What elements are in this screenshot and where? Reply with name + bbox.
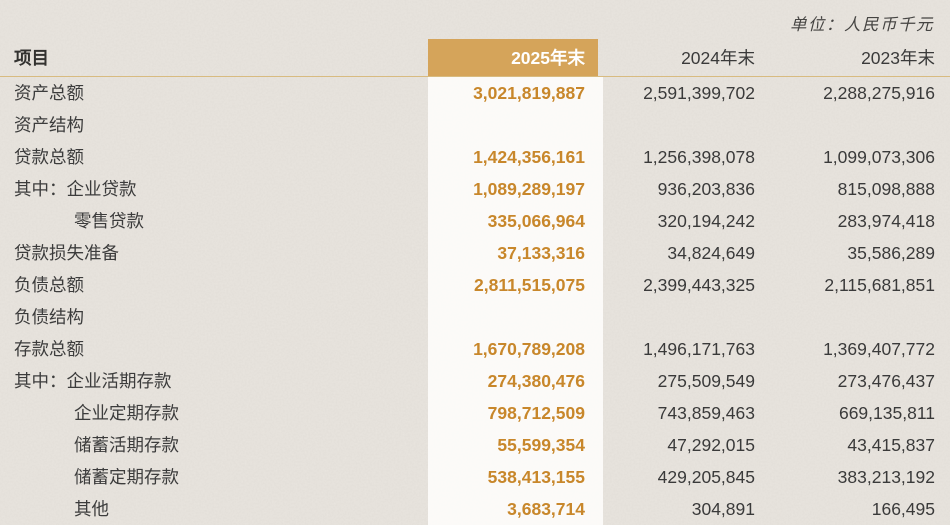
table-row: 其中：企业贷款 1,089,289,197 936,203,836 815,09…	[0, 173, 950, 205]
cell-2024	[603, 109, 770, 141]
cell-2024	[603, 301, 770, 333]
cell-2023: 815,098,888	[837, 179, 935, 199]
cell-2025: 37,133,316	[428, 237, 603, 269]
cell-2025: 2,811,515,075	[428, 269, 603, 301]
cell-2023: 2,115,681,851	[824, 275, 935, 295]
cell-2025	[428, 109, 603, 141]
table-row: 储蓄定期存款 538,413,155 429,205,845 383,213,1…	[0, 461, 950, 493]
row-label: 其他	[74, 499, 109, 519]
cell-2025: 3,683,714	[428, 493, 603, 525]
column-header-2025: 2025年末	[428, 39, 598, 76]
row-label: 零售贷款	[74, 211, 144, 231]
financial-table: 项目 2025年末 2024年末 2023年末 资产总额 3,021,819,8…	[0, 39, 950, 525]
cell-2025: 538,413,155	[428, 461, 603, 493]
cell-2024: 34,824,649	[667, 243, 755, 263]
cell-2025: 1,670,789,208	[428, 333, 603, 365]
table-row: 存款总额 1,670,789,208 1,496,171,763 1,369,4…	[0, 333, 950, 365]
cell-2023: 283,974,418	[837, 211, 935, 231]
cell-2023: 273,476,437	[837, 371, 935, 391]
cell-2024: 429,205,845	[657, 467, 755, 487]
cell-2024: 275,509,549	[657, 371, 755, 391]
cell-2025: 3,021,819,887	[428, 77, 603, 109]
cell-2024: 1,256,398,078	[643, 147, 755, 167]
row-label: 其中：企业活期存款	[14, 371, 172, 391]
cell-2025: 1,424,356,161	[428, 141, 603, 173]
table-row: 其他 3,683,714 304,891 166,495	[0, 493, 950, 525]
unit-note: 单位：人民币千元	[790, 16, 934, 34]
column-header-item: 项目	[14, 48, 49, 68]
cell-2024: 304,891	[691, 499, 755, 519]
cell-2023: 35,586,289	[847, 243, 935, 263]
cell-2025: 55,599,354	[428, 429, 603, 461]
table-header-row: 项目 2025年末 2024年末 2023年末	[0, 39, 950, 77]
cell-2023: 669,135,811	[838, 403, 935, 423]
cell-2023: 166,495	[871, 499, 935, 519]
cell-2023: 43,415,837	[847, 435, 935, 455]
row-label: 其中：企业贷款	[14, 179, 137, 199]
table-row: 贷款总额 1,424,356,161 1,256,398,078 1,099,0…	[0, 141, 950, 173]
table-row: 储蓄活期存款 55,599,354 47,292,015 43,415,837	[0, 429, 950, 461]
cell-2023: 383,213,192	[837, 467, 935, 487]
table-row: 资产总额 3,021,819,887 2,591,399,702 2,288,2…	[0, 77, 950, 109]
table-row: 负债结构	[0, 301, 950, 333]
cell-2024: 743,859,463	[657, 403, 755, 423]
cell-2025: 274,380,476	[428, 365, 603, 397]
cell-2024: 936,203,836	[657, 179, 755, 199]
row-label: 储蓄活期存款	[74, 435, 179, 455]
cell-2025: 798,712,509	[428, 397, 603, 429]
cell-2024: 2,399,443,325	[643, 275, 755, 295]
table-row: 贷款损失准备 37,133,316 34,824,649 35,586,289	[0, 237, 950, 269]
cell-2023: 1,369,407,772	[823, 339, 935, 359]
cell-2025: 1,089,289,197	[428, 173, 603, 205]
table-row: 企业定期存款 798,712,509 743,859,463 669,135,8…	[0, 397, 950, 429]
row-label: 企业定期存款	[74, 403, 179, 423]
table-row: 其中：企业活期存款 274,380,476 275,509,549 273,47…	[0, 365, 950, 397]
row-label: 资产总额	[14, 83, 84, 103]
column-header-2024: 2024年末	[681, 48, 755, 68]
row-label: 负债总额	[14, 275, 84, 295]
row-label: 贷款总额	[14, 147, 84, 167]
row-label: 资产结构	[14, 115, 84, 135]
row-label: 存款总额	[14, 339, 84, 359]
cell-2023: 1,099,073,306	[823, 147, 935, 167]
cell-2024: 47,292,015	[667, 435, 755, 455]
row-label: 储蓄定期存款	[74, 467, 179, 487]
cell-2025	[428, 301, 603, 333]
cell-2024: 1,496,171,763	[643, 339, 755, 359]
column-header-2023: 2023年末	[861, 48, 935, 68]
cell-2023: 2,288,275,916	[823, 83, 935, 103]
table-body: 资产总额 3,021,819,887 2,591,399,702 2,288,2…	[0, 77, 950, 525]
cell-2024: 320,194,242	[657, 211, 755, 231]
cell-2023	[770, 301, 950, 333]
row-label: 贷款损失准备	[14, 243, 119, 263]
cell-2023	[770, 109, 950, 141]
table-row: 负债总额 2,811,515,075 2,399,443,325 2,115,6…	[0, 269, 950, 301]
table-row: 资产结构	[0, 109, 950, 141]
row-label: 负债结构	[14, 307, 84, 327]
cell-2025: 335,066,964	[428, 205, 603, 237]
table-row: 零售贷款 335,066,964 320,194,242 283,974,418	[0, 205, 950, 237]
cell-2024: 2,591,399,702	[643, 83, 755, 103]
